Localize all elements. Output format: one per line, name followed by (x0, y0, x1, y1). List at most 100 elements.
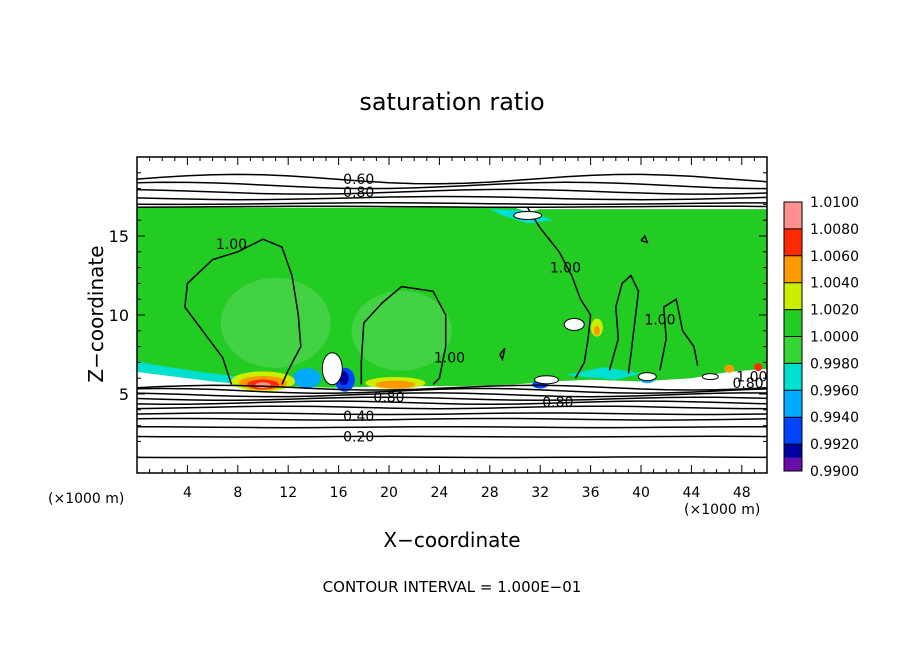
colorbar-segment (784, 457, 802, 471)
x-axis-units-left: (×1000 m) (48, 491, 125, 507)
contour-line-lower (136, 456, 768, 459)
field-cyan-region (137, 360, 251, 385)
contour-line-lower (136, 387, 768, 394)
contour-line-lower (136, 384, 768, 391)
colorbar-segment (784, 282, 802, 310)
contour-labels: 0.600.801.001.001.001.001.000.80 0.800.80… (216, 172, 768, 446)
x-axis-ticks: 4 8 12 16 20 24 28 32 36 40 44 48 (136, 157, 768, 501)
colorbar-label: 0.9920 (810, 437, 859, 453)
colorbar-label: 0.9980 (810, 356, 859, 372)
contour-label: 1.00 (550, 261, 581, 277)
colorbar-label: 1.0000 (810, 330, 859, 346)
contour-label: 1.00 (434, 351, 465, 367)
y-axis-ticks: 5 10 15 (109, 156, 767, 474)
contour-line-lower (136, 412, 768, 416)
contour-line-lower (136, 417, 768, 421)
field-warm-spot (375, 380, 416, 389)
contour-label: 0.80 (733, 376, 764, 392)
colorbar-segment (784, 417, 802, 445)
x-tick-label: 48 (733, 485, 751, 501)
contour-label: 1.00 (736, 370, 767, 386)
x-tick-label: 32 (531, 485, 549, 501)
contour-label: 0.80 (343, 185, 374, 201)
contour-line-1.00 (608, 274, 640, 374)
field-blob (220, 277, 331, 368)
contour-line-lower (136, 435, 768, 438)
contour-line-1.00 (640, 234, 649, 244)
x-axis-label: X−coordinate (383, 528, 521, 552)
contour-label: 0.20 (343, 430, 374, 446)
contour-label: 0.80 (373, 390, 404, 406)
contour-label: 0.40 (343, 409, 374, 425)
contour-line-lower (136, 425, 767, 429)
contour-label: 1.00 (644, 313, 675, 329)
contour-line-1.00 (360, 285, 447, 386)
contour-line-upper (136, 195, 768, 201)
contour-line-lower (136, 396, 768, 402)
clear-air-patch (701, 373, 719, 381)
field-blue-spot (293, 368, 322, 389)
y-axis-label: Z−coordinate (84, 245, 108, 383)
field-warm-spot (724, 364, 735, 373)
x-tick-label: 4 (183, 485, 192, 501)
contour-line-1.00 (659, 297, 699, 371)
colorbar-label: 1.0100 (810, 195, 859, 211)
y-tick-label: 10 (109, 306, 129, 325)
colorbar-segment (784, 363, 802, 391)
chart-title: saturation ratio (359, 88, 545, 116)
x-tick-label: 40 (632, 485, 650, 501)
contour-line-1.00 (526, 207, 592, 379)
colorbar-label: 1.0040 (810, 276, 859, 292)
contour-line-1.00 (184, 238, 302, 385)
x-tick-label: 44 (682, 485, 700, 501)
x-tick-label: 8 (233, 485, 242, 501)
x-tick-label: 16 (330, 485, 348, 501)
colorbar-segment (784, 336, 802, 364)
y-tick-label: 5 (119, 385, 129, 404)
field-warm-spot (255, 382, 271, 389)
clear-air-patch (321, 352, 343, 386)
contour-line-upper (136, 181, 768, 190)
clear-air-patch (534, 375, 559, 385)
contour-lines (136, 173, 768, 459)
x-tick-label: 24 (430, 485, 448, 501)
x-tick-label: 12 (279, 485, 297, 501)
clear-air-patch (637, 372, 657, 382)
field-warm-spot (593, 325, 600, 336)
contour-line-lower (136, 405, 768, 410)
contour-line-lower (136, 392, 768, 398)
colorbar-segment (784, 228, 802, 256)
field-warm-spot (754, 363, 763, 372)
x-tick-label: 36 (582, 485, 600, 501)
x-tick-label: 20 (380, 485, 398, 501)
contour-label: 0.60 (343, 172, 374, 188)
colorbar-segment (784, 390, 802, 418)
contour-interval-note: CONTOUR INTERVAL = 1.000E−01 (322, 578, 582, 596)
colorbar: 1.0100 1.0080 1.0060 1.0040 1.0020 1.0000 0.99… (783, 195, 859, 480)
x-tick-label: 28 (481, 485, 499, 501)
contour-line-upper (136, 173, 768, 185)
colorbar-segment (784, 255, 802, 283)
colorbar-segment (784, 309, 802, 337)
contour-label: 0.80 (542, 395, 573, 411)
contour-line-lower (136, 400, 768, 406)
contour-line-upper (136, 205, 768, 208)
field-cyan-region (565, 367, 641, 380)
x-axis-units-right: (×1000 m) (684, 502, 761, 518)
contour-line-upper (136, 202, 768, 206)
colorbar-label: 0.9940 (810, 410, 859, 426)
colorbar-label: 0.9900 (810, 464, 859, 480)
contour-line-1.00 (499, 347, 506, 362)
contour-line-upper (136, 188, 768, 195)
clear-air-patch (513, 210, 543, 220)
colorbar-label: 1.0060 (810, 249, 859, 265)
clear-air-patch (563, 317, 585, 331)
colorbar-label: 1.0020 (810, 303, 859, 319)
colorbar-label: 0.9960 (810, 383, 859, 399)
y-tick-label: 15 (109, 227, 129, 246)
contour-label: 1.00 (216, 237, 247, 253)
colorbar-segment (784, 202, 802, 229)
field-blob (351, 290, 452, 371)
colorbar-label: 1.0080 (810, 222, 859, 238)
